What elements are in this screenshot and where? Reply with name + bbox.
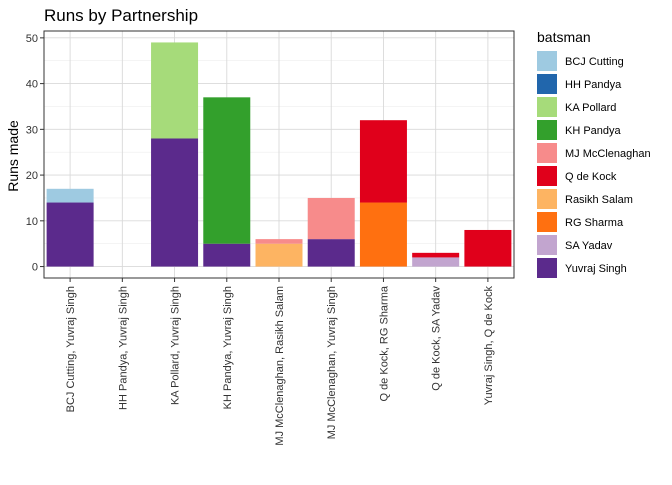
bar-segment bbox=[307, 239, 355, 267]
x-tick-label: Yuvraj Singh, Q de Kock bbox=[483, 286, 495, 406]
bar-segment bbox=[203, 243, 251, 267]
x-tick-label: HH Pandya, Yuvraj Singh bbox=[117, 286, 129, 410]
x-tick-label: BCJ Cutting, Yuvraj Singh bbox=[65, 286, 77, 412]
legend-label: MJ McClenaghan bbox=[565, 148, 651, 160]
legend-title: batsman bbox=[537, 29, 591, 45]
bar-segment bbox=[464, 229, 512, 267]
legend: batsman BCJ Cutting HH Pandya KA Pollard KH… bbox=[537, 29, 651, 278]
legend-label: SA Yadav bbox=[565, 240, 613, 252]
bar-segment bbox=[307, 197, 355, 240]
legend-key bbox=[537, 235, 557, 255]
legend-key bbox=[537, 74, 557, 94]
x-tick-label: KH Pandya, Yuvraj Singh bbox=[222, 286, 234, 409]
x-tick-label: MJ McClenaghan, Rasikh Salam bbox=[274, 286, 286, 446]
y-tick-label: 20 bbox=[26, 170, 38, 182]
legend-key bbox=[537, 120, 557, 140]
bar-segment bbox=[46, 202, 94, 267]
legend-label: Yuvraj Singh bbox=[565, 263, 627, 275]
legend-label: HH Pandya bbox=[565, 79, 622, 91]
legend-label: Q de Kock bbox=[565, 171, 617, 183]
x-tick-label: Q de Kock, SA Yadav bbox=[431, 286, 443, 391]
bar-segment bbox=[151, 42, 199, 139]
bar-segment bbox=[255, 243, 303, 267]
legend-key bbox=[537, 51, 557, 71]
bar-segment bbox=[151, 138, 199, 267]
bars bbox=[46, 42, 512, 267]
bar-segment bbox=[412, 257, 460, 267]
y-axis-label: Runs made bbox=[5, 120, 21, 192]
bar-segment bbox=[412, 252, 460, 258]
x-tick-label: Q de Kock, RG Sharma bbox=[378, 285, 390, 401]
y-tick-label: 0 bbox=[32, 262, 38, 274]
y-tick-label: 40 bbox=[26, 79, 38, 91]
bar-segment bbox=[359, 202, 407, 267]
legend-key bbox=[537, 189, 557, 209]
bar-segment bbox=[359, 120, 407, 203]
bar-segment bbox=[203, 97, 251, 244]
legend-key bbox=[537, 143, 557, 163]
x-tick-label: MJ McClenaghan, Yuvraj Singh bbox=[326, 286, 338, 439]
legend-key bbox=[537, 258, 557, 278]
legend-label: RG Sharma bbox=[565, 217, 624, 229]
bar-segment bbox=[46, 188, 94, 203]
plot-area: 0 10 20 30 40 50 BCJ Cutting, Yuvraj Singh HH P… bbox=[26, 30, 515, 446]
y-tick-label: 30 bbox=[26, 124, 38, 136]
y-tick-label: 50 bbox=[26, 33, 38, 45]
legend-key bbox=[537, 212, 557, 232]
legend-key bbox=[537, 166, 557, 186]
bar-segment bbox=[255, 239, 303, 244]
legend-label: KA Pollard bbox=[565, 102, 616, 114]
x-tick-label: KA Pollard, Yuvraj Singh bbox=[170, 286, 182, 405]
y-tick-label: 10 bbox=[26, 216, 38, 228]
legend-label: KH Pandya bbox=[565, 125, 622, 137]
chart-title: Runs by Partnership bbox=[44, 6, 198, 25]
legend-label: BCJ Cutting bbox=[565, 56, 624, 68]
legend-label: Rasikh Salam bbox=[565, 194, 633, 206]
legend-key bbox=[537, 97, 557, 117]
